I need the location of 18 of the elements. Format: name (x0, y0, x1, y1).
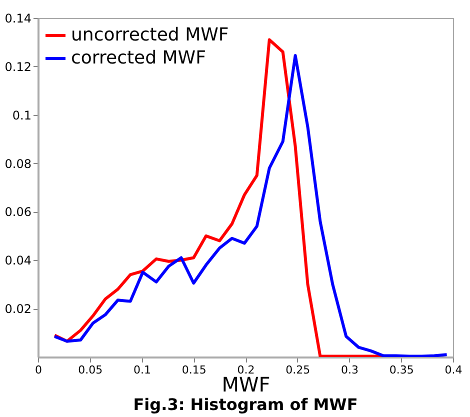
y-tick-label: 0.08 (4, 156, 32, 171)
y-tick-label: 0.06 (4, 205, 32, 220)
legend-label: uncorrected MWF (71, 24, 229, 46)
y-tick-label: 0.02 (4, 302, 32, 316)
x-tick-label: 0 (35, 364, 42, 376)
y-tick-label: 0.14 (4, 12, 32, 26)
x-tick-label: 0.35 (389, 364, 414, 376)
x-tick-label: 0.3 (341, 364, 358, 376)
x-tick-label: 0.05 (78, 364, 103, 376)
x-tick-label: 0.1 (134, 364, 151, 376)
caption: Fig.3: Histogram of MWF (133, 395, 358, 414)
y-tick-label: 0.12 (4, 60, 32, 74)
legend-label: corrected MWF (71, 48, 206, 68)
y-tick-label: 0.04 (4, 254, 32, 268)
x-tick-label: 0.4 (444, 364, 462, 376)
x-tick-label: 0.25 (286, 364, 310, 376)
y-tick-label: 0.1 (12, 108, 32, 122)
x-tick-label: 0.15 (182, 364, 206, 376)
